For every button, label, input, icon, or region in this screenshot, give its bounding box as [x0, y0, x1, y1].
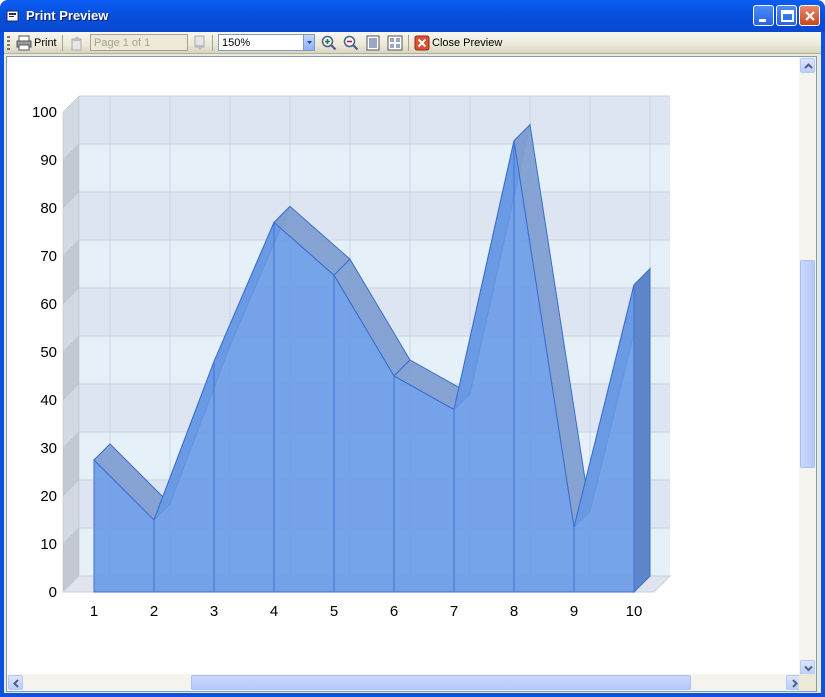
area-end-cap	[633, 267, 651, 594]
preview-viewport[interactable]: 0 10 20 30 40 50 60 70 80 90 100 1 2 3 4 5 6 7 8 9 10	[6, 56, 817, 692]
area-chart: 0 10 20 30 40 50 60 70 80 90 100 1 2 3 4 5 6 7 8 9 10	[32, 95, 672, 620]
close-icon	[805, 11, 815, 21]
y-tick-label: 60	[40, 296, 57, 313]
horizontal-scroll-thumb[interactable]	[191, 675, 691, 690]
scroll-down-button[interactable]	[800, 660, 815, 675]
horizontal-scrollbar[interactable]	[7, 674, 803, 691]
chevron-down-icon[interactable]	[303, 35, 314, 50]
plot-band	[79, 96, 670, 144]
x-tick-label: 5	[330, 603, 338, 620]
page-number-field[interactable]: Page 1 of 1	[90, 34, 188, 51]
minimize-icon	[759, 19, 766, 22]
y-tick-label: 70	[40, 248, 57, 265]
close-window-button[interactable]	[799, 5, 820, 26]
chevron-right-icon	[792, 679, 798, 688]
close-preview-icon	[414, 35, 430, 51]
plot-band	[79, 192, 670, 240]
zoom-value: 150%	[222, 37, 251, 49]
title-bar[interactable]: Print Preview	[0, 0, 825, 32]
vertical-scrollbar[interactable]	[799, 57, 816, 677]
window-client-area: Print Page 1 of 1 150%	[4, 32, 821, 693]
zoom-in-icon[interactable]	[321, 35, 337, 51]
y-tick-label: 90	[40, 152, 57, 169]
maximize-icon	[781, 10, 794, 22]
x-tick-label: 3	[210, 603, 218, 620]
print-preview-icon	[6, 10, 19, 22]
resize-grip[interactable]	[799, 674, 816, 691]
vertical-scroll-thumb[interactable]	[800, 260, 815, 468]
x-tick-label: 2	[150, 603, 158, 620]
printer-icon	[16, 35, 32, 51]
x-tick-label: 6	[390, 603, 398, 620]
y-tick-label: 30	[40, 440, 57, 457]
preview-toolbar: Print Page 1 of 1 150%	[4, 32, 821, 54]
plot-band	[79, 240, 670, 288]
window-title: Print Preview	[26, 8, 109, 23]
print-button[interactable]: Print	[34, 37, 57, 49]
x-tick-label: 9	[570, 603, 578, 620]
y-tick-label: 100	[32, 104, 57, 121]
single-page-icon[interactable]	[365, 35, 381, 51]
x-tick-label: 10	[626, 603, 643, 620]
multiple-pages-icon[interactable]	[387, 35, 403, 51]
x-tick-label: 1	[90, 603, 98, 620]
y-tick-label: 0	[49, 584, 57, 601]
zoom-out-icon[interactable]	[343, 35, 359, 51]
chevron-up-icon	[804, 63, 813, 69]
scroll-left-button[interactable]	[8, 675, 23, 690]
toolbar-separator	[408, 35, 409, 51]
side-wall-band	[62, 95, 80, 161]
toolbar-grip[interactable]	[7, 36, 10, 50]
x-tick-label: 7	[450, 603, 458, 620]
y-tick-label: 50	[40, 344, 57, 361]
maximize-button[interactable]	[776, 5, 797, 26]
x-tick-label: 8	[510, 603, 518, 620]
chevron-down-icon	[804, 665, 813, 672]
y-tick-label: 80	[40, 200, 57, 217]
scroll-up-button[interactable]	[800, 58, 815, 73]
plot-band	[79, 144, 670, 192]
y-tick-label: 40	[40, 392, 57, 409]
y-tick-label: 20	[40, 488, 57, 505]
next-page-icon[interactable]	[192, 35, 208, 51]
chevron-left-icon	[13, 679, 19, 688]
previous-page-icon[interactable]	[69, 35, 85, 51]
x-tick-label: 4	[270, 603, 278, 620]
y-tick-label: 10	[40, 536, 57, 553]
minimize-button[interactable]	[753, 5, 774, 26]
zoom-select[interactable]: 150%	[218, 34, 315, 51]
toolbar-separator	[62, 35, 63, 51]
close-preview-button[interactable]: Close Preview	[432, 37, 503, 49]
toolbar-separator	[212, 35, 213, 51]
